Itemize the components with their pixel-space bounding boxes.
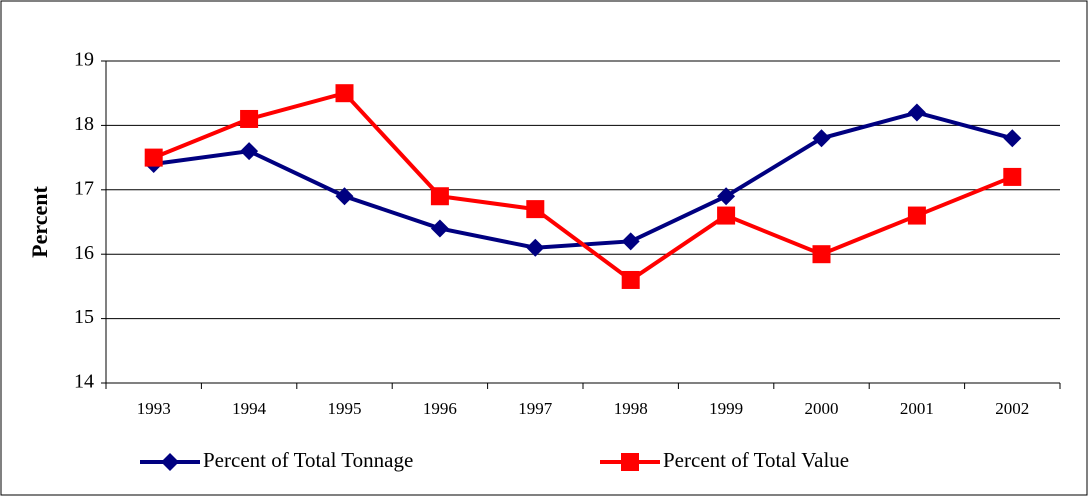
point xyxy=(621,270,640,289)
y-tick-label: 16 xyxy=(74,242,94,264)
y-axis-label: Percent xyxy=(27,186,52,258)
point xyxy=(335,187,354,206)
point xyxy=(240,142,259,161)
point xyxy=(1003,129,1022,148)
legend-marker xyxy=(621,453,639,471)
x-tick-label: 2001 xyxy=(900,399,934,418)
point xyxy=(621,232,640,251)
point xyxy=(1003,167,1022,186)
point xyxy=(335,84,354,103)
point xyxy=(907,103,926,122)
point xyxy=(812,129,831,148)
x-tick-label: 1997 xyxy=(518,399,553,418)
x-tick-label: 2000 xyxy=(805,399,839,418)
point xyxy=(430,187,449,206)
legend-marker xyxy=(161,453,179,471)
x-tick-label: 1993 xyxy=(137,399,171,418)
point xyxy=(907,206,926,225)
legend-label: Percent of Total Tonnage xyxy=(203,448,413,472)
y-tick-label: 17 xyxy=(74,177,94,199)
point xyxy=(812,245,831,264)
y-tick-label: 14 xyxy=(74,371,94,393)
legend-label: Percent of Total Value xyxy=(663,448,849,472)
point xyxy=(240,109,259,128)
y-tick-label: 15 xyxy=(74,306,94,328)
x-tick-label: 2002 xyxy=(995,399,1029,418)
point xyxy=(717,206,736,225)
point xyxy=(526,200,545,219)
x-tick-label: 1994 xyxy=(232,399,267,418)
point xyxy=(717,187,736,206)
x-tick-label: 1999 xyxy=(709,399,743,418)
x-tick-label: 1996 xyxy=(423,399,457,418)
y-tick-label: 18 xyxy=(74,113,94,135)
point xyxy=(526,238,545,257)
y-tick-label: 19 xyxy=(74,49,94,71)
point xyxy=(430,219,449,238)
line xyxy=(152,90,1014,283)
x-tick-label: 1995 xyxy=(328,399,362,418)
point xyxy=(144,148,163,167)
x-tick-label: 1998 xyxy=(614,399,648,418)
